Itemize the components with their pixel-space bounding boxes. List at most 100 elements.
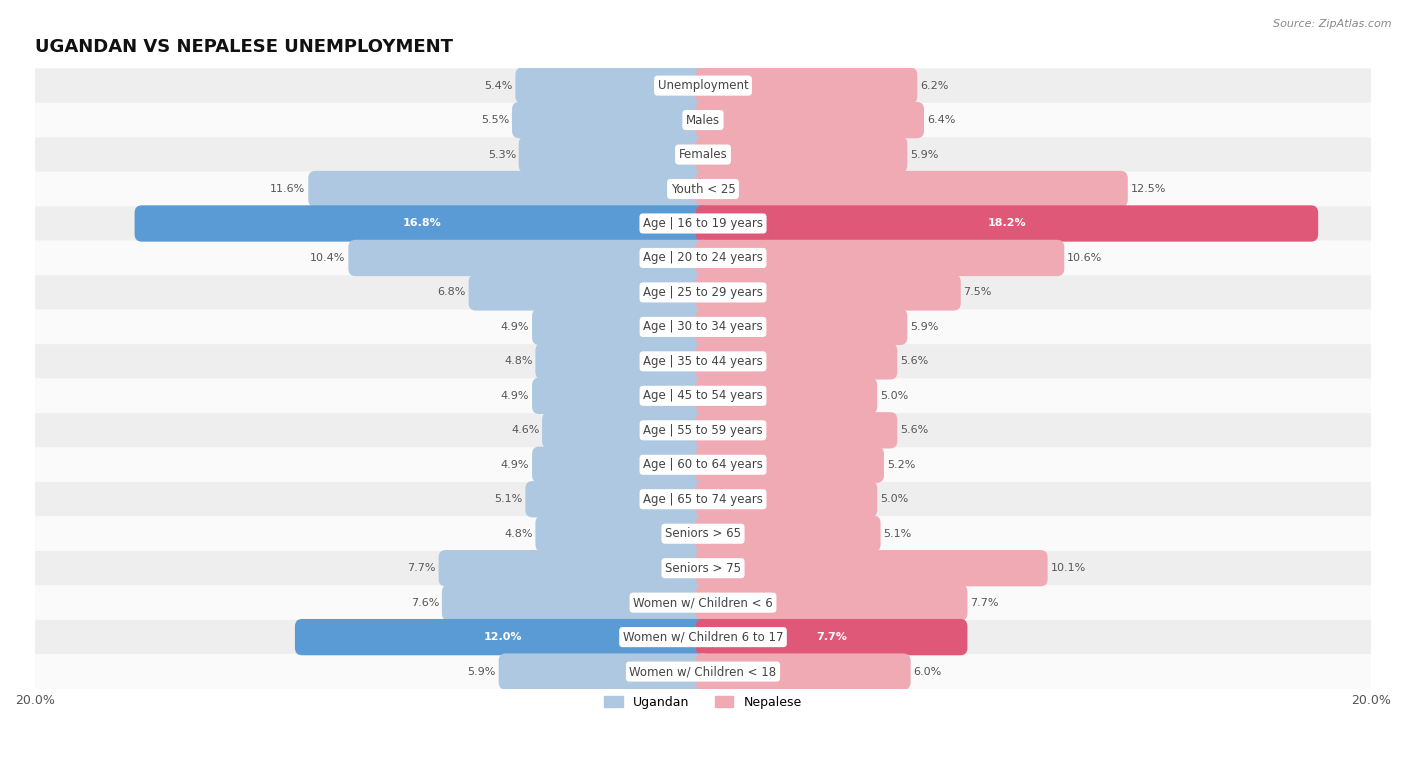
FancyBboxPatch shape: [696, 102, 924, 139]
FancyBboxPatch shape: [696, 550, 1047, 587]
Text: 5.0%: 5.0%: [880, 494, 908, 504]
Text: 7.5%: 7.5%: [963, 288, 991, 298]
FancyBboxPatch shape: [512, 102, 710, 139]
FancyBboxPatch shape: [35, 344, 1371, 378]
FancyBboxPatch shape: [35, 620, 1371, 654]
FancyBboxPatch shape: [35, 551, 1371, 585]
FancyBboxPatch shape: [531, 447, 710, 483]
Text: 5.9%: 5.9%: [910, 150, 938, 160]
FancyBboxPatch shape: [696, 447, 884, 483]
FancyBboxPatch shape: [35, 482, 1371, 516]
FancyBboxPatch shape: [35, 206, 1371, 241]
Text: Source: ZipAtlas.com: Source: ZipAtlas.com: [1274, 19, 1392, 29]
Text: Seniors > 75: Seniors > 75: [665, 562, 741, 575]
FancyBboxPatch shape: [308, 171, 710, 207]
FancyBboxPatch shape: [696, 412, 897, 448]
FancyBboxPatch shape: [35, 447, 1371, 482]
FancyBboxPatch shape: [696, 378, 877, 414]
FancyBboxPatch shape: [35, 585, 1371, 620]
Text: 4.9%: 4.9%: [501, 391, 529, 401]
Text: 6.0%: 6.0%: [914, 667, 942, 677]
FancyBboxPatch shape: [696, 274, 960, 310]
FancyBboxPatch shape: [519, 136, 710, 173]
Text: 5.3%: 5.3%: [488, 150, 516, 160]
FancyBboxPatch shape: [696, 584, 967, 621]
Text: 5.9%: 5.9%: [468, 667, 496, 677]
FancyBboxPatch shape: [543, 412, 710, 448]
FancyBboxPatch shape: [499, 653, 710, 690]
FancyBboxPatch shape: [35, 654, 1371, 689]
FancyBboxPatch shape: [696, 619, 967, 656]
Text: 12.5%: 12.5%: [1130, 184, 1166, 194]
FancyBboxPatch shape: [349, 240, 710, 276]
Text: 4.8%: 4.8%: [505, 357, 533, 366]
FancyBboxPatch shape: [526, 481, 710, 517]
FancyBboxPatch shape: [35, 241, 1371, 276]
Text: 10.4%: 10.4%: [311, 253, 346, 263]
Text: 11.6%: 11.6%: [270, 184, 305, 194]
FancyBboxPatch shape: [696, 67, 917, 104]
Text: 5.6%: 5.6%: [900, 357, 928, 366]
FancyBboxPatch shape: [35, 413, 1371, 447]
FancyBboxPatch shape: [439, 550, 710, 587]
FancyBboxPatch shape: [35, 378, 1371, 413]
Text: 5.1%: 5.1%: [883, 528, 911, 539]
FancyBboxPatch shape: [696, 240, 1064, 276]
FancyBboxPatch shape: [696, 309, 907, 345]
Text: Age | 60 to 64 years: Age | 60 to 64 years: [643, 458, 763, 472]
Text: 7.7%: 7.7%: [408, 563, 436, 573]
FancyBboxPatch shape: [536, 516, 710, 552]
Text: 4.9%: 4.9%: [501, 322, 529, 332]
Text: Age | 65 to 74 years: Age | 65 to 74 years: [643, 493, 763, 506]
Text: UGANDAN VS NEPALESE UNEMPLOYMENT: UGANDAN VS NEPALESE UNEMPLOYMENT: [35, 38, 453, 56]
Text: 5.1%: 5.1%: [495, 494, 523, 504]
FancyBboxPatch shape: [536, 343, 710, 379]
Text: 6.4%: 6.4%: [927, 115, 955, 125]
Text: Age | 35 to 44 years: Age | 35 to 44 years: [643, 355, 763, 368]
Text: Males: Males: [686, 114, 720, 126]
Text: 4.6%: 4.6%: [510, 425, 540, 435]
FancyBboxPatch shape: [696, 136, 907, 173]
Text: Seniors > 65: Seniors > 65: [665, 527, 741, 540]
FancyBboxPatch shape: [516, 67, 710, 104]
Legend: Ugandan, Nepalese: Ugandan, Nepalese: [599, 690, 807, 714]
FancyBboxPatch shape: [696, 343, 897, 379]
FancyBboxPatch shape: [531, 309, 710, 345]
Text: Youth < 25: Youth < 25: [671, 182, 735, 195]
FancyBboxPatch shape: [35, 172, 1371, 206]
Text: 5.4%: 5.4%: [484, 80, 513, 91]
Text: Age | 20 to 24 years: Age | 20 to 24 years: [643, 251, 763, 264]
FancyBboxPatch shape: [35, 103, 1371, 137]
Text: 6.2%: 6.2%: [920, 80, 949, 91]
Text: 18.2%: 18.2%: [987, 219, 1026, 229]
Text: 4.9%: 4.9%: [501, 459, 529, 470]
Text: Women w/ Children 6 to 17: Women w/ Children 6 to 17: [623, 631, 783, 643]
FancyBboxPatch shape: [295, 619, 710, 656]
FancyBboxPatch shape: [35, 516, 1371, 551]
Text: Age | 45 to 54 years: Age | 45 to 54 years: [643, 389, 763, 402]
FancyBboxPatch shape: [35, 310, 1371, 344]
Text: 7.6%: 7.6%: [411, 598, 439, 608]
Text: 5.9%: 5.9%: [910, 322, 938, 332]
Text: 10.1%: 10.1%: [1050, 563, 1085, 573]
Text: 5.6%: 5.6%: [900, 425, 928, 435]
Text: 5.2%: 5.2%: [887, 459, 915, 470]
FancyBboxPatch shape: [696, 205, 1319, 241]
Text: 12.0%: 12.0%: [484, 632, 522, 642]
FancyBboxPatch shape: [696, 171, 1128, 207]
Text: Unemployment: Unemployment: [658, 79, 748, 92]
FancyBboxPatch shape: [135, 205, 710, 241]
FancyBboxPatch shape: [35, 137, 1371, 172]
FancyBboxPatch shape: [468, 274, 710, 310]
FancyBboxPatch shape: [696, 516, 880, 552]
Text: Age | 25 to 29 years: Age | 25 to 29 years: [643, 286, 763, 299]
Text: 7.7%: 7.7%: [815, 632, 846, 642]
FancyBboxPatch shape: [441, 584, 710, 621]
FancyBboxPatch shape: [531, 378, 710, 414]
Text: Age | 30 to 34 years: Age | 30 to 34 years: [643, 320, 763, 333]
Text: 16.8%: 16.8%: [404, 219, 441, 229]
Text: 5.5%: 5.5%: [481, 115, 509, 125]
FancyBboxPatch shape: [35, 276, 1371, 310]
Text: 5.0%: 5.0%: [880, 391, 908, 401]
Text: 7.7%: 7.7%: [970, 598, 998, 608]
